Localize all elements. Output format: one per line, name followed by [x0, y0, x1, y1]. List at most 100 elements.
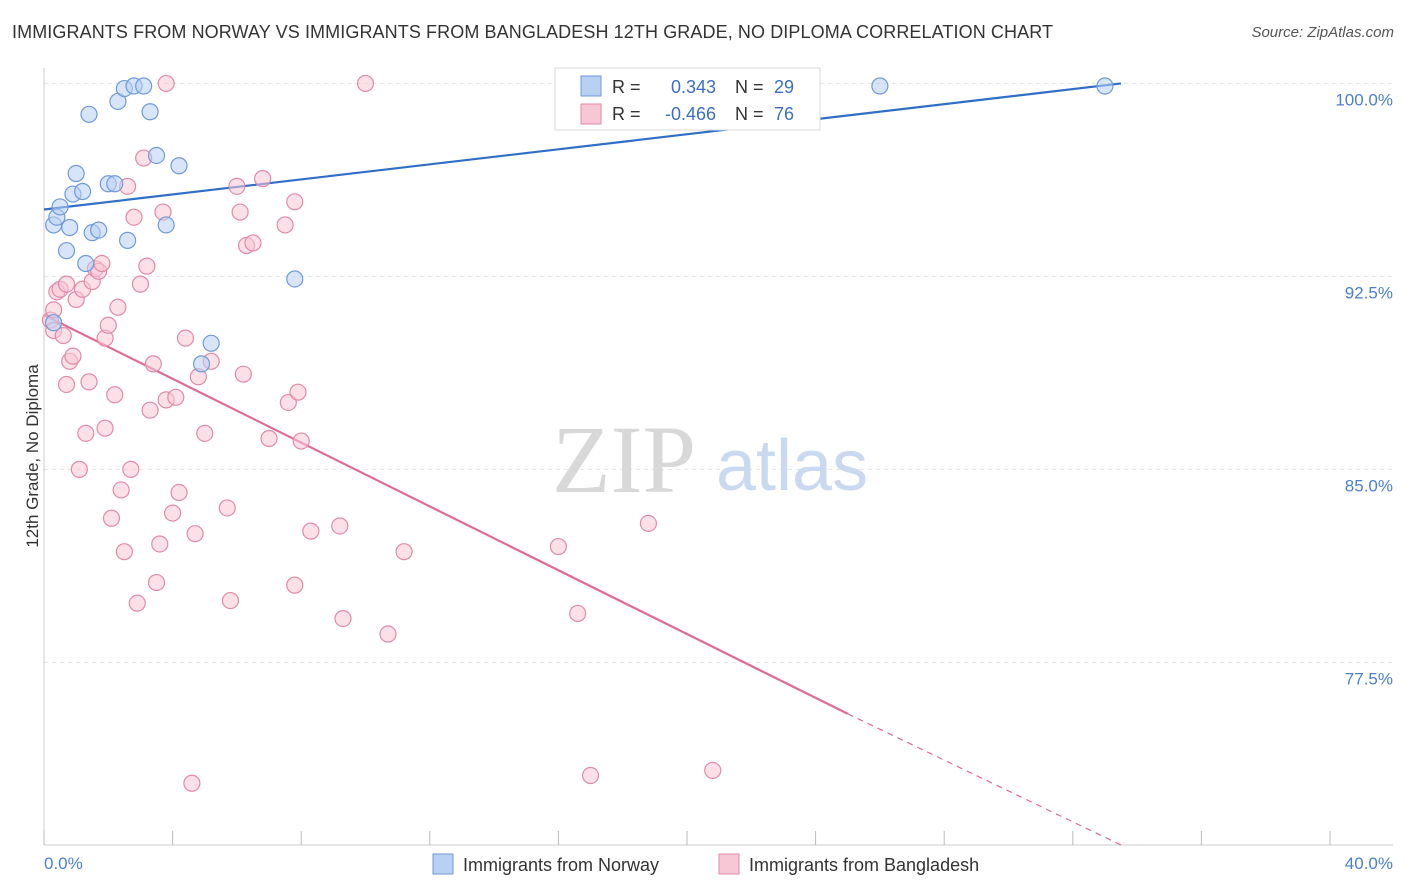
point-bangladesh	[379, 625, 397, 643]
point-bangladesh	[356, 74, 375, 93]
legend-n-value-bangladesh: 76	[774, 104, 794, 124]
point-bangladesh	[289, 383, 307, 401]
trend-line-bangladesh	[43, 314, 849, 715]
legend-n-value-norway: 29	[774, 77, 794, 97]
legend-r-label-bangladesh: R =	[612, 104, 641, 124]
point-norway	[57, 242, 76, 260]
point-bangladesh	[569, 604, 587, 623]
bottom-legend-swatch-norway	[432, 853, 454, 875]
point-bangladesh	[276, 216, 294, 234]
point-bangladesh	[109, 298, 127, 316]
bottom-legend-swatch-bangladesh	[718, 853, 740, 875]
point-bangladesh	[112, 481, 130, 499]
point-bangladesh	[176, 329, 195, 347]
point-bangladesh	[93, 254, 111, 273]
legend-swatch-norway	[580, 75, 602, 97]
point-norway	[141, 103, 159, 121]
point-bangladesh	[302, 522, 320, 540]
chart-title: IMMIGRANTS FROM NORWAY VS IMMIGRANTS FRO…	[12, 22, 1054, 42]
bottom-legend-label-norway: Immigrants from Norway	[463, 855, 659, 875]
point-bangladesh	[157, 74, 175, 93]
legend-r-value-norway: 0.343	[671, 77, 716, 97]
point-bangladesh	[234, 365, 252, 383]
source-credit: Source: ZipAtlas.com	[1251, 24, 1394, 41]
point-norway	[157, 216, 175, 234]
point-bangladesh	[170, 483, 188, 502]
watermark: ZIP atlas	[552, 406, 868, 513]
x-tick-label-max: 40.0%	[1345, 854, 1393, 873]
point-bangladesh	[196, 424, 214, 442]
point-norway	[147, 146, 166, 165]
point-bangladesh	[102, 509, 121, 527]
point-norway	[90, 221, 108, 239]
point-bangladesh	[183, 774, 201, 792]
point-bangladesh	[549, 537, 568, 556]
point-bangladesh	[286, 576, 304, 594]
point-norway	[61, 218, 79, 237]
y-tick-labels: 100.0% 92.5% 85.0% 77.5%	[1335, 90, 1393, 688]
point-bangladesh	[80, 373, 98, 391]
point-bangladesh	[144, 355, 162, 373]
correlation-legend: R = 0.343 N = 29 R = -0.466 N = 76	[554, 67, 821, 131]
x-tick-label-min: 0.0%	[44, 854, 83, 873]
point-bangladesh	[125, 208, 143, 226]
point-bangladesh	[395, 543, 413, 561]
point-bangladesh	[64, 347, 82, 365]
point-bangladesh	[77, 424, 95, 442]
x-ticks	[43, 831, 1331, 845]
point-norway	[1096, 77, 1114, 95]
point-bangladesh	[57, 275, 76, 293]
legend-r-value-bangladesh: -0.466	[665, 104, 716, 124]
point-norway	[118, 231, 137, 249]
y-axis-label: 12th Grade, No Diploma	[23, 364, 42, 548]
point-bangladesh	[99, 316, 117, 334]
trend-line-norway	[43, 82, 1122, 211]
point-norway	[170, 157, 188, 175]
y-tick-label: 77.5%	[1345, 669, 1393, 688]
point-norway	[106, 175, 124, 193]
legend-swatch-bangladesh	[580, 103, 602, 125]
point-bangladesh	[128, 594, 146, 612]
legend-n-label-bangladesh: N =	[735, 104, 764, 124]
legend-n-label-norway: N =	[735, 77, 764, 97]
point-bangladesh	[704, 761, 722, 779]
point-bangladesh	[57, 375, 76, 394]
data-points	[41, 74, 1114, 792]
point-bangladesh	[115, 543, 133, 561]
point-bangladesh	[106, 386, 124, 404]
point-norway	[77, 254, 95, 273]
y-tick-label: 85.0%	[1345, 476, 1393, 495]
point-norway	[192, 355, 211, 373]
point-norway	[73, 182, 92, 201]
point-bangladesh	[164, 504, 182, 522]
point-norway	[286, 270, 304, 288]
legend-r-label-norway: R =	[612, 77, 641, 97]
point-bangladesh	[96, 419, 114, 437]
point-bangladesh	[286, 193, 304, 211]
point-bangladesh	[147, 573, 166, 592]
point-norway	[45, 314, 63, 332]
watermark-atlas: atlas	[716, 426, 868, 506]
y-tick-label: 92.5%	[1345, 283, 1393, 302]
point-bangladesh	[122, 460, 140, 478]
point-norway	[871, 77, 889, 95]
watermark-zip: ZIP	[552, 406, 696, 513]
bottom-legend-label-bangladesh: Immigrants from Bangladesh	[749, 855, 979, 875]
point-norway	[135, 77, 153, 95]
trend-line-bangladesh-extension	[847, 713, 1122, 846]
point-bangladesh	[54, 326, 72, 345]
point-bangladesh	[334, 609, 352, 628]
point-bangladesh	[244, 234, 262, 252]
point-bangladesh	[254, 170, 272, 188]
point-bangladesh	[228, 177, 246, 195]
point-norway	[67, 164, 85, 183]
point-bangladesh	[292, 432, 310, 450]
point-bangladesh	[151, 535, 169, 553]
point-norway	[51, 198, 69, 216]
point-bangladesh	[131, 275, 150, 293]
point-bangladesh	[218, 499, 236, 517]
point-bangladesh	[581, 766, 600, 785]
point-bangladesh	[138, 257, 156, 275]
point-bangladesh	[639, 514, 658, 532]
